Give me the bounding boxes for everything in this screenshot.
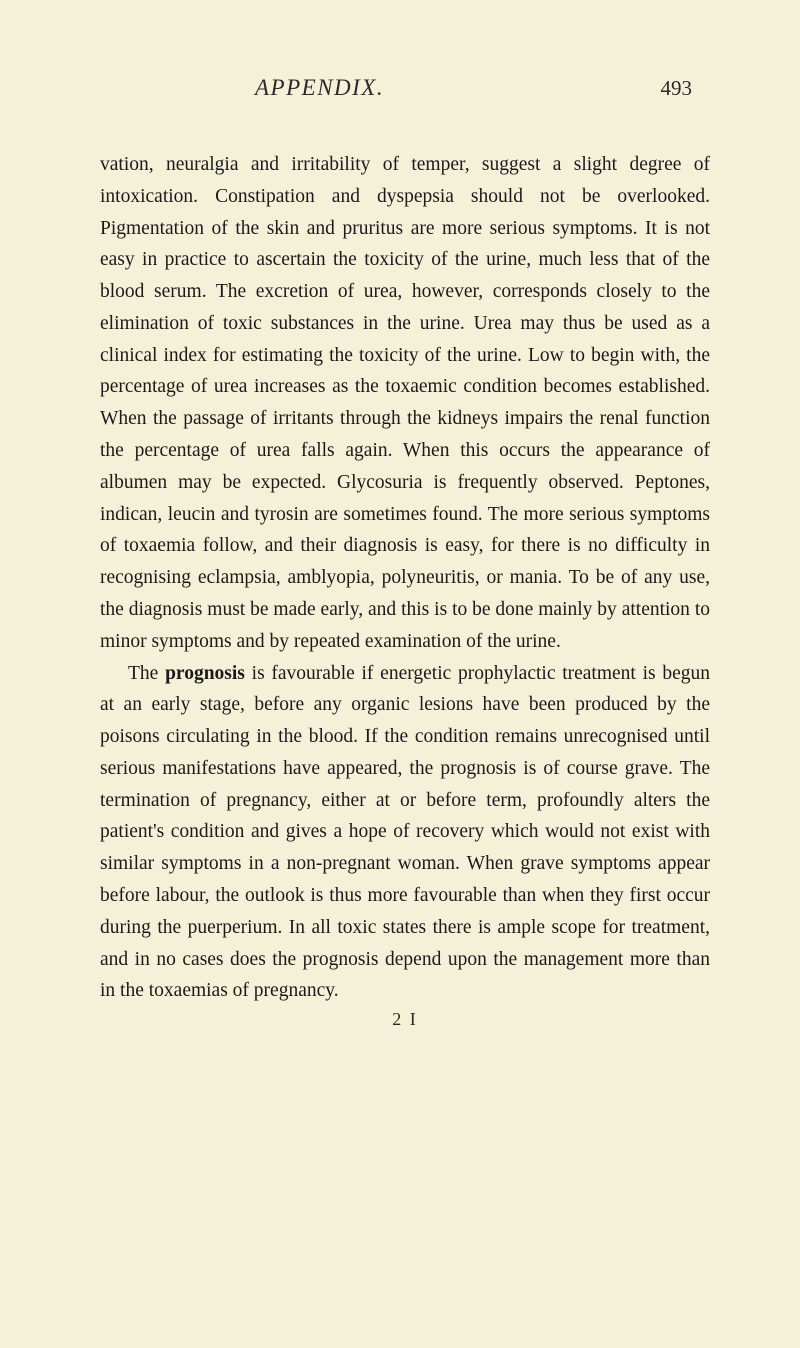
paragraph-2: The prognosis is favourable if energetic… <box>100 658 710 1008</box>
page-number: 493 <box>661 76 693 101</box>
page-header: APPENDIX. 493 <box>100 75 710 101</box>
page-body: vation, neuralgia and irritability of te… <box>100 149 710 1007</box>
paragraph-1: vation, neuralgia and irritability of te… <box>100 149 710 658</box>
page-title: APPENDIX. <box>255 75 384 101</box>
footer-signature-mark: 2 I <box>100 1009 710 1030</box>
paragraph-2-rest: is favourable if energetic prophylactic … <box>100 663 710 1002</box>
prognosis-term: prognosis <box>165 663 245 684</box>
paragraph-2-lead: The <box>128 663 165 684</box>
